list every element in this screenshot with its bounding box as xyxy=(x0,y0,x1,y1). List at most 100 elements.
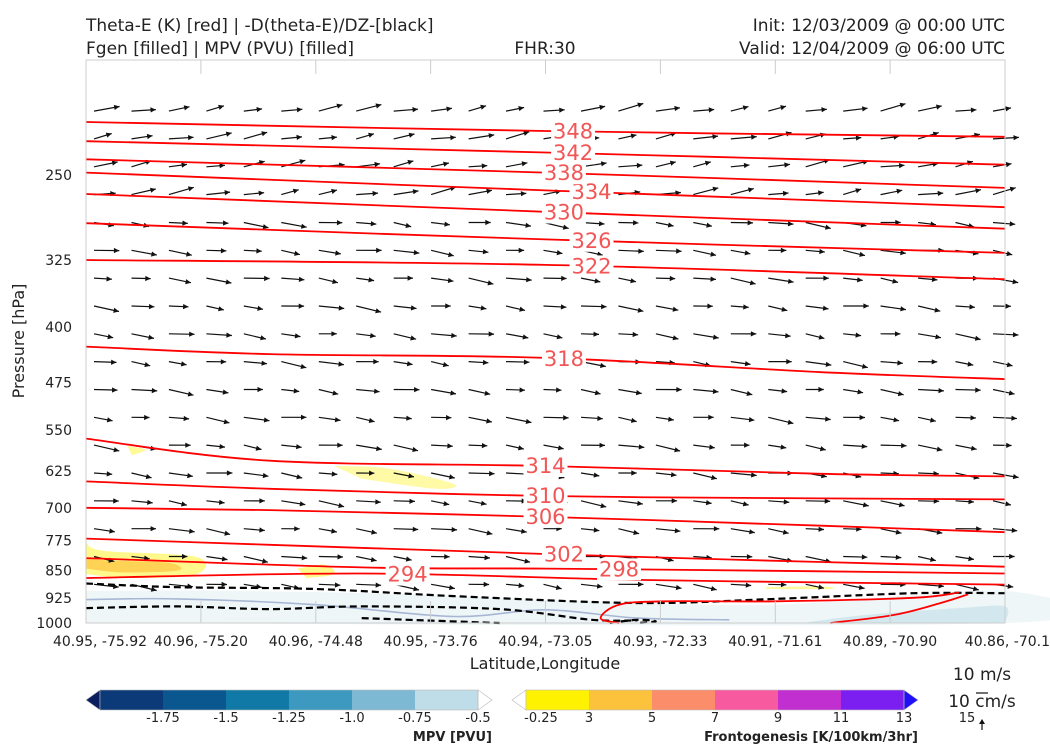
wind-vector-head xyxy=(897,360,903,366)
wind-vector-head xyxy=(144,414,150,421)
wind-vector-head xyxy=(451,527,458,533)
wind-vector-head xyxy=(596,583,603,589)
wind-vector-head xyxy=(443,161,449,167)
wind-vector-head xyxy=(405,222,412,228)
wind-vector-head xyxy=(442,362,449,368)
colorbar-extend-high xyxy=(903,689,919,711)
contour-labels: 294 2983023063103143183223263303343383423… xyxy=(385,119,641,587)
wind-vector-head xyxy=(675,190,681,196)
wind-vector-head xyxy=(708,107,715,113)
wind-vector-head xyxy=(630,417,637,423)
stability-contour-line xyxy=(85,582,1006,605)
wind-vector-head xyxy=(744,361,751,367)
wind-vector-head xyxy=(299,159,306,165)
contour-label-background xyxy=(523,485,568,507)
wind-vector-head xyxy=(296,474,303,480)
wind-vector-head xyxy=(674,105,680,112)
wind-vector-head xyxy=(294,250,300,256)
wind-vector-head xyxy=(676,387,682,393)
wind-vector-head xyxy=(637,500,643,506)
y-axis-label: Pressure [hPa] xyxy=(9,284,28,399)
wind-vector-head xyxy=(524,558,531,564)
wind-vector-head xyxy=(1012,474,1019,480)
contour-label-background xyxy=(551,142,596,165)
wind-vector-head xyxy=(1006,251,1013,257)
wind-vector-head xyxy=(150,586,157,592)
wind-vector-head xyxy=(482,249,489,255)
wind-vector-head xyxy=(144,362,151,368)
wind-vector-head xyxy=(111,359,117,365)
wind-vector-head xyxy=(219,444,225,450)
wind-vector-head xyxy=(375,582,382,588)
y-tick-label: 850 xyxy=(45,564,72,580)
wind-vector-head xyxy=(601,304,607,310)
wind-vector-head xyxy=(635,390,642,396)
wind-vector-head xyxy=(408,473,414,479)
contour-label-background xyxy=(541,201,586,224)
contour-label-background xyxy=(541,347,586,370)
contour-label-background xyxy=(385,563,430,586)
wind-vector-head xyxy=(783,499,790,505)
wind-vector-head xyxy=(1006,442,1012,448)
wind-vector-head xyxy=(113,104,120,110)
wind-vector-head xyxy=(712,388,719,394)
y-tick-label: 925 xyxy=(45,591,72,607)
colorbar-segment xyxy=(352,690,416,710)
wind-vector-head xyxy=(931,359,938,365)
wind-vector-head xyxy=(519,387,525,393)
x-tick-label: 40.95, -75.92 xyxy=(53,634,147,650)
wind-vector-head xyxy=(337,442,343,448)
wind-vector-head xyxy=(331,471,338,477)
wind-vector-head xyxy=(895,331,901,337)
wind-vector-head xyxy=(375,103,382,109)
wind-vector-head xyxy=(857,389,864,395)
mpv-colorbar: -1.75 -1.5 -1.25 -1.0 -0.75 -0.5 -0.25 xyxy=(85,689,558,726)
colorbar-tick-label: 7 xyxy=(711,711,719,726)
colorbar-tick-label: 11 xyxy=(833,711,850,726)
wind-vector-head xyxy=(749,280,756,286)
wind-vector-head xyxy=(825,361,832,367)
wind-vector-head xyxy=(819,248,825,255)
wind-vector-head xyxy=(556,250,563,256)
colorbar-tick-label: 3 xyxy=(585,711,593,726)
wind-vector-head xyxy=(370,557,377,563)
wind-vector-head xyxy=(900,306,906,312)
wind-vector-head xyxy=(413,586,419,592)
stability-contour-line xyxy=(361,617,500,625)
contour-label: 342 xyxy=(553,141,593,165)
wind-vector-head xyxy=(368,277,375,283)
wind-vector-head xyxy=(938,388,944,394)
wind-vector-head xyxy=(183,415,190,422)
wind-vector-head xyxy=(818,526,824,532)
wind-vector-head xyxy=(970,415,976,421)
wind-vector-head xyxy=(598,221,605,227)
wind-vector-head xyxy=(480,104,487,110)
wind-vector-head xyxy=(488,331,495,337)
wind-vector-head xyxy=(821,107,827,113)
valid-time: Valid: 12/04/2009 @ 06:00 UTC xyxy=(739,39,1005,59)
colorbar-segment xyxy=(415,690,479,710)
wind-vector-head xyxy=(898,502,905,508)
wind-vector-head xyxy=(705,500,712,506)
y-tick-label: 550 xyxy=(45,423,72,439)
mpv-colorbar-title: MPV [PVU] xyxy=(413,730,492,745)
wind-vector-head xyxy=(447,277,454,283)
wind-vector-head xyxy=(220,359,227,365)
wind-vector-head xyxy=(482,359,489,366)
wind-vector-head xyxy=(1012,332,1019,338)
colorbar-segment xyxy=(652,690,716,710)
wind-vector-head xyxy=(188,135,194,141)
wind-vector-head xyxy=(301,414,307,420)
wind-key: 10 m/s 10 cm/s xyxy=(948,665,1016,730)
wind-vector-head xyxy=(749,529,755,535)
theta-e-contour-326 xyxy=(85,222,1006,254)
wind-vector-head xyxy=(256,107,263,113)
wind-vector-head xyxy=(481,163,488,169)
wind-vector-head xyxy=(972,586,979,592)
wind-vector-head xyxy=(671,498,678,504)
wind-vector-head xyxy=(221,556,228,562)
wind-vector-head xyxy=(111,160,118,166)
wind-vector-head xyxy=(368,132,374,138)
wind-vector-head xyxy=(522,334,529,340)
wind-vector-head xyxy=(445,303,451,309)
